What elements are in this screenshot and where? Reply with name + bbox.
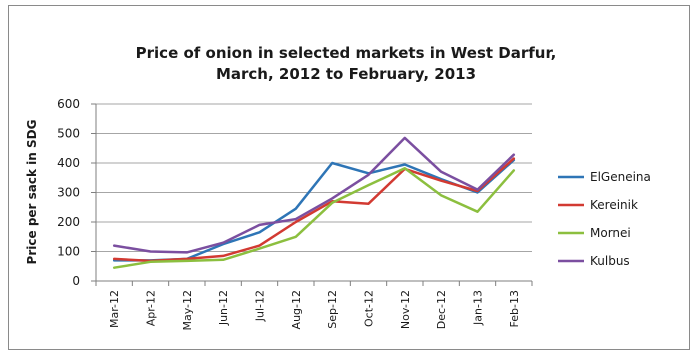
x-tick-labels: Mar-12 Apr-12 May-12 Jun-12 Jul-12 Aug-12 Sep-… [108,290,521,331]
legend-label-elgeneina: ElGeneina [590,170,651,184]
y-tick-labels: 0 100 200 300 400 500 600 [57,97,80,288]
axes [91,103,533,286]
y-tick-label: 200 [57,215,80,229]
y-axis-label: Price per sack in SDG [25,120,39,265]
x-tick-label: May-12 [181,290,194,331]
chart-title-line-2: March, 2012 to February, 2013 [216,65,476,83]
chart-title-line-1: Price of onion in selected markets in We… [136,44,557,62]
y-tick-label: 500 [57,127,80,141]
x-tick-label: Aug-12 [290,290,303,329]
legend-label-mornei: Mornei [590,226,631,240]
gridlines [96,103,532,252]
legend-label-kereinik: Kereinik [590,198,638,212]
legend-label-kulbus: Kulbus [590,254,630,268]
y-tick-label: 0 [72,274,80,288]
series-lines [112,136,516,269]
x-tick-label: Oct-12 [363,290,376,327]
y-tick-label: 300 [57,186,80,200]
x-tick-label: Feb-13 [508,290,521,327]
x-tick-label: Sep-12 [326,290,339,329]
x-tick-label: Jan-13 [472,290,485,326]
x-tick-label: Dec-12 [435,290,448,329]
series-line-mornei [112,167,516,269]
y-tick-label: 600 [57,97,80,111]
x-tick-label: Nov-12 [399,290,412,329]
series-line-kulbus [112,136,516,254]
y-tick-label: 100 [57,245,80,259]
y-tick-label: 400 [57,156,80,170]
x-tick-label: Jul-12 [254,290,267,322]
x-tick-label: Mar-12 [108,290,121,328]
legend: ElGeneina Kereinik Mornei Kulbus [558,170,651,268]
x-tick-label: Apr-12 [145,290,158,326]
x-tick-label: Jun-12 [217,290,230,326]
series-line-kereinik [112,157,516,263]
